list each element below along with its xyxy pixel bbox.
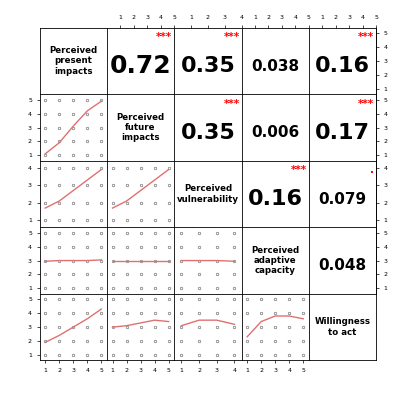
Text: 0.72: 0.72 — [110, 54, 171, 78]
Text: ***: *** — [291, 166, 307, 175]
Text: Perceived
present
impacts: Perceived present impacts — [49, 46, 97, 76]
Text: ***: *** — [156, 32, 172, 42]
Text: Perceived
future
impacts: Perceived future impacts — [116, 112, 165, 143]
Text: Perceived
vulnerability: Perceived vulnerability — [177, 185, 239, 204]
Text: 0.35: 0.35 — [181, 123, 235, 143]
Text: 0.006: 0.006 — [251, 126, 299, 140]
Text: Perceived
adaptive
capacity: Perceived adaptive capacity — [251, 246, 299, 276]
Text: 0.35: 0.35 — [181, 56, 235, 76]
Text: ***: *** — [223, 32, 240, 42]
Text: ***: *** — [358, 32, 374, 42]
Text: ***: *** — [223, 99, 240, 109]
Text: Willingness
to act: Willingness to act — [314, 318, 371, 337]
Text: 0.038: 0.038 — [251, 59, 299, 74]
Text: .: . — [370, 166, 374, 175]
Text: ***: *** — [358, 99, 374, 109]
Text: 0.048: 0.048 — [318, 259, 367, 273]
Text: 0.17: 0.17 — [315, 123, 370, 143]
Text: 0.16: 0.16 — [315, 56, 370, 76]
Text: 0.079: 0.079 — [318, 192, 367, 207]
Text: 0.16: 0.16 — [248, 189, 303, 209]
